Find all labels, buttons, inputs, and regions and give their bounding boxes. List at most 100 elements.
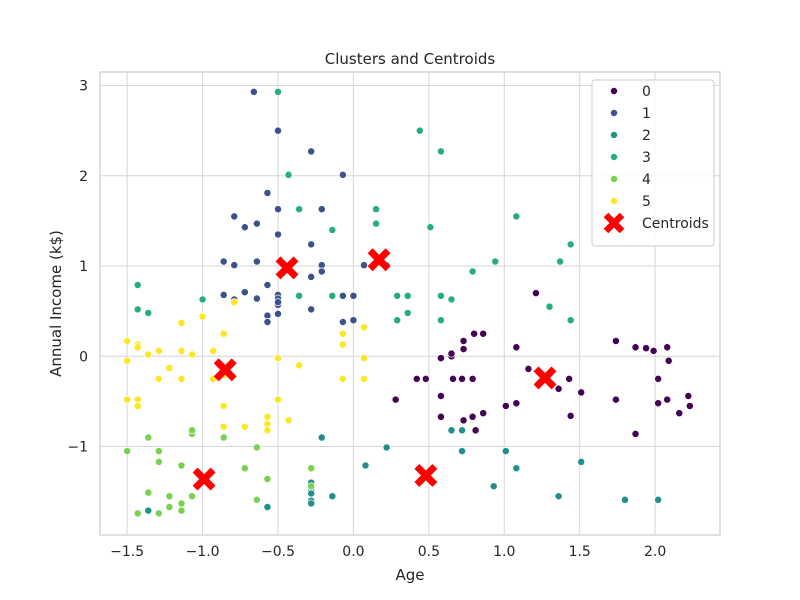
cluster-3-point: [295, 291, 304, 300]
cluster-4-point: [154, 457, 163, 466]
cluster-0-point: [459, 337, 468, 345]
cluster-1-point: [349, 316, 358, 325]
chart-title: Clusters and Centroids: [325, 50, 496, 68]
cluster-2-point: [458, 426, 466, 435]
cluster-2-point: [512, 464, 521, 473]
cluster-3-point: [436, 147, 445, 156]
cluster-0-point: [654, 399, 663, 408]
legend-marker: [610, 175, 618, 183]
cluster-5-point: [154, 346, 163, 355]
cluster-3-point: [468, 267, 477, 276]
cluster-5-point: [123, 337, 132, 345]
cluster-3-point: [133, 305, 142, 314]
cluster-0-point: [532, 289, 540, 298]
cluster-2-point: [317, 433, 326, 442]
cluster-1-point: [230, 261, 239, 270]
cluster-4-point: [177, 506, 186, 515]
x-tick-label: 0.0: [342, 544, 364, 560]
cluster-3-point: [198, 295, 207, 304]
x-tick-label: −0.5: [261, 544, 295, 560]
cluster-1-point: [263, 318, 272, 326]
centroid-marker: [275, 256, 299, 280]
cluster-3-point: [436, 316, 445, 325]
cluster-4-point: [240, 464, 249, 473]
cluster-0-point: [566, 411, 575, 420]
cluster-3-point: [274, 87, 282, 96]
cluster-4-point: [307, 464, 316, 473]
cluster-5-point: [295, 361, 304, 370]
cluster-5-point: [360, 354, 368, 363]
y-axis-ticks: −1 0 1 2 3: [67, 79, 88, 456]
cluster-0-point: [524, 364, 533, 373]
cluster-3-point: [403, 309, 412, 317]
cluster-5-point: [338, 374, 347, 383]
cluster-3-point: [426, 223, 435, 232]
legend-label: 1: [642, 106, 651, 122]
cluster-3-point: [491, 257, 500, 266]
cluster-0-point: [663, 343, 672, 352]
cluster-1-point: [274, 230, 282, 239]
centroid-markers: [192, 248, 557, 491]
cluster-5-point: [360, 374, 368, 383]
cluster-0-point: [611, 337, 620, 345]
x-tick-label: 1.0: [493, 544, 515, 560]
cluster-1-point: [263, 281, 272, 289]
cluster-3-point: [566, 316, 575, 325]
cluster-1-point: [317, 205, 326, 214]
legend-marker: [610, 109, 618, 117]
cluster-0-point: [459, 345, 468, 354]
cluster-1-point: [307, 147, 316, 156]
cluster-4-point: [188, 426, 196, 435]
cluster-5-point: [219, 329, 228, 338]
legend-marker: [610, 153, 618, 161]
cluster-0-point: [684, 392, 693, 400]
cluster-2-point: [577, 457, 586, 466]
cluster-2-point: [458, 447, 466, 456]
cluster-0-point: [565, 374, 574, 383]
cluster-0-point: [663, 395, 672, 404]
cluster-1-point: [274, 205, 282, 214]
cluster-0-point: [631, 429, 640, 438]
cluster-2-point: [554, 492, 563, 501]
cluster-5-point: [177, 346, 186, 355]
cluster-4-point: [219, 433, 228, 442]
y-tick-label: 3: [79, 79, 88, 95]
cluster-5-point: [274, 354, 282, 363]
x-tick-label: 1.5: [569, 544, 591, 560]
cluster-2-point: [621, 495, 629, 504]
grid-lines: [100, 72, 720, 535]
cluster-0-point: [685, 401, 694, 410]
legend: 0 1 2 3 4 5 Centroids: [591, 79, 715, 247]
cluster-3-point: [436, 291, 445, 300]
cluster-3-point: [566, 240, 575, 249]
x-axis-ticks: −1.5 −1.0 −0.5 0.0 0.5 1.0 1.5 2.0: [110, 544, 666, 560]
legend-marker: [610, 87, 618, 95]
cluster-1-point: [307, 272, 316, 281]
cluster-4-point: [252, 495, 261, 504]
x-tick-label: −1.0: [186, 544, 220, 560]
cluster-4-point: [154, 509, 163, 518]
cluster-2-point: [263, 503, 272, 511]
cluster-3-point: [393, 291, 402, 300]
cluster-1-point: [240, 288, 249, 297]
cluster-4-point: [252, 443, 261, 452]
centroid-marker: [414, 463, 438, 487]
cluster-2-point: [307, 499, 316, 508]
cluster-4-point: [188, 492, 196, 501]
legend-label: 4: [642, 172, 651, 188]
cluster-4-point: [144, 433, 153, 442]
cluster-1-point: [317, 267, 326, 276]
cluster-2-point: [361, 461, 370, 470]
cluster-5-point: [219, 401, 228, 410]
cluster-0-point: [412, 374, 421, 383]
cluster-1-point: [219, 290, 228, 299]
cluster-3-point: [415, 126, 424, 135]
cluster-3-point: [393, 316, 402, 325]
cluster-0-point: [512, 343, 521, 352]
cluster-4-point: [177, 499, 186, 508]
x-axis-label: Age: [395, 566, 424, 584]
cluster-0-point: [675, 409, 684, 418]
cluster-1-point: [338, 291, 347, 300]
cluster-0-point: [649, 346, 658, 355]
